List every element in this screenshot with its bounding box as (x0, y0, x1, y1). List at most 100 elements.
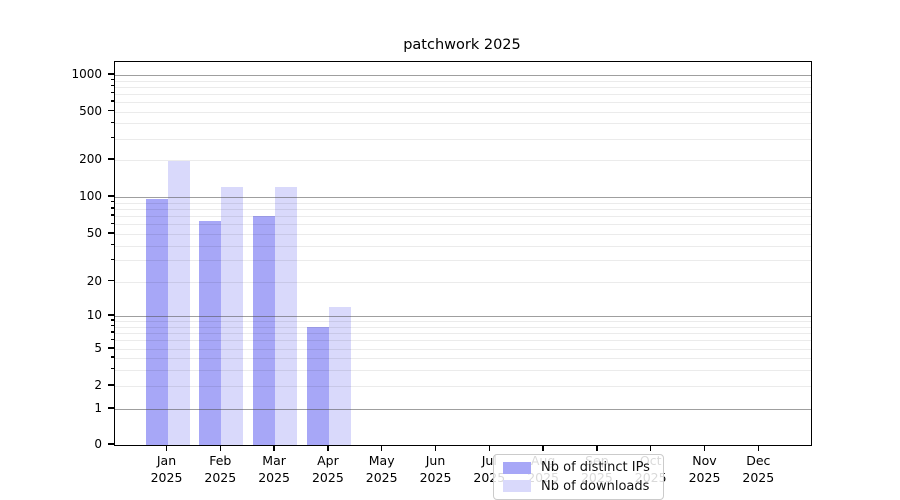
y-tick-label-500: 500 (79, 103, 102, 118)
gridline-3 (115, 369, 811, 371)
gridline-80 (115, 208, 811, 210)
legend-label-distinct-ips: Nb of distinct IPs (541, 460, 650, 476)
gridline-70 (115, 216, 811, 218)
x-tick-mark (542, 445, 544, 451)
gridline-6 (115, 340, 811, 342)
x-tick-mark (757, 445, 759, 451)
y-minor-tick-mark (110, 85, 114, 87)
gridline-60 (115, 224, 811, 226)
bar-jan-distinct-ips (145, 199, 168, 445)
y-tick-mark (108, 109, 114, 112)
y-tick-label-1: 1 (94, 401, 102, 415)
x-tick-mark (488, 445, 490, 451)
y-tick-mark (108, 232, 114, 234)
y-tick-label-50: 50 (86, 226, 102, 240)
y-minor-tick-mark (110, 331, 114, 333)
y-tick-mark (108, 314, 114, 316)
y-minor-tick-mark (110, 222, 114, 224)
legend-swatch-distinct-ips-icon (503, 461, 531, 474)
y-tick-label-0: 0 (94, 437, 102, 451)
legend-label-downloads: Nb of downloads (541, 478, 650, 494)
y-minor-tick-mark (110, 92, 114, 94)
legend-swatch-downloads-icon (503, 480, 531, 493)
x-tick-mark (219, 445, 221, 451)
x-tick-mark (434, 445, 437, 451)
x-tick-mark (273, 445, 275, 451)
gridline-1000 (115, 75, 811, 76)
x-tick-mark (650, 445, 652, 451)
y-tick-mark (108, 195, 114, 197)
y-minor-tick-mark (110, 100, 114, 102)
gridline-800 (115, 86, 811, 88)
y-minor-tick-mark (110, 78, 114, 81)
y-minor-tick-mark (110, 136, 114, 139)
gridline-8 (115, 326, 811, 328)
gridline-400 (115, 123, 811, 125)
x-tick-label-dec: Dec 2025 (742, 453, 775, 485)
y-tick-mark (108, 158, 114, 160)
y-minor-tick-mark (110, 319, 114, 321)
y-tick-mark (108, 279, 114, 282)
bar-feb-distinct-ips (199, 220, 222, 445)
gridline-10 (115, 316, 811, 317)
bar-apr-distinct-ips (306, 326, 329, 445)
gridline-300 (115, 138, 811, 140)
y-tick-label-20: 20 (86, 273, 102, 288)
gridline-100 (115, 197, 811, 198)
gridline-1 (115, 409, 811, 410)
y-minor-tick-mark (110, 324, 114, 327)
y-minor-tick-mark (110, 214, 114, 216)
legend-item-distinct-ips: Nb of distinct IPs (503, 460, 654, 475)
gridline-30 (115, 260, 811, 262)
x-tick-label-feb: Feb 2025 (204, 453, 237, 485)
x-tick-mark (165, 445, 168, 451)
chart-title: patchwork 2025 (403, 37, 521, 53)
legend-item-downloads: Nb of downloads (503, 479, 654, 494)
gridline-5 (115, 349, 811, 350)
gridline-2 (115, 386, 811, 387)
y-tick-mark (108, 407, 114, 409)
legend: Nb of distinct IPs Nb of downloads (493, 454, 664, 500)
gridline-500 (115, 111, 811, 113)
y-minor-tick-mark (110, 243, 114, 246)
gridline-700 (115, 93, 811, 95)
y-tick-label-2: 2 (94, 378, 102, 392)
y-tick-label-1000: 1000 (71, 67, 102, 81)
gridline-50 (115, 234, 811, 235)
y-minor-tick-mark (110, 121, 114, 123)
y-minor-tick-mark (110, 338, 114, 340)
x-tick-label-jan: Jan 2025 (150, 453, 183, 485)
y-tick-label-100: 100 (79, 189, 102, 203)
x-tick-mark (703, 445, 706, 451)
x-tick-label-may: May 2025 (365, 453, 398, 485)
y-tick-mark (108, 443, 114, 445)
gridline-200 (115, 160, 811, 161)
bar-apr-downloads (328, 306, 351, 445)
plot-area: Nb of distinct IPs Nb of downloads (114, 61, 812, 500)
bar-mar-distinct-ips (253, 216, 276, 445)
y-minor-tick-mark (110, 356, 114, 358)
gridline-40 (115, 245, 811, 247)
gridline-9 (115, 321, 811, 323)
y-tick-mark (108, 384, 114, 386)
gridline-20 (115, 281, 811, 283)
x-tick-label-apr: Apr 2025 (311, 453, 344, 485)
gridline-4 (115, 358, 811, 359)
y-tick-label-5: 5 (94, 341, 102, 355)
gridline-90 (115, 202, 811, 204)
x-tick-mark (381, 445, 383, 451)
x-tick-mark (596, 445, 598, 451)
y-minor-tick-mark (110, 258, 114, 261)
gridline-600 (115, 101, 811, 103)
gridline-900 (115, 80, 811, 82)
y-tick-mark (108, 73, 114, 75)
y-minor-tick-mark (110, 207, 114, 209)
x-tick-label-mar: Mar 2025 (258, 453, 290, 485)
x-tick-mark (327, 445, 329, 451)
gridline-7 (115, 332, 811, 334)
y-minor-tick-mark (110, 200, 114, 203)
y-tick-mark (108, 347, 114, 349)
x-tick-label-jun: Jun 2025 (419, 453, 452, 485)
y-tick-label-200: 200 (79, 152, 102, 166)
y-tick-label-10: 10 (86, 308, 102, 322)
